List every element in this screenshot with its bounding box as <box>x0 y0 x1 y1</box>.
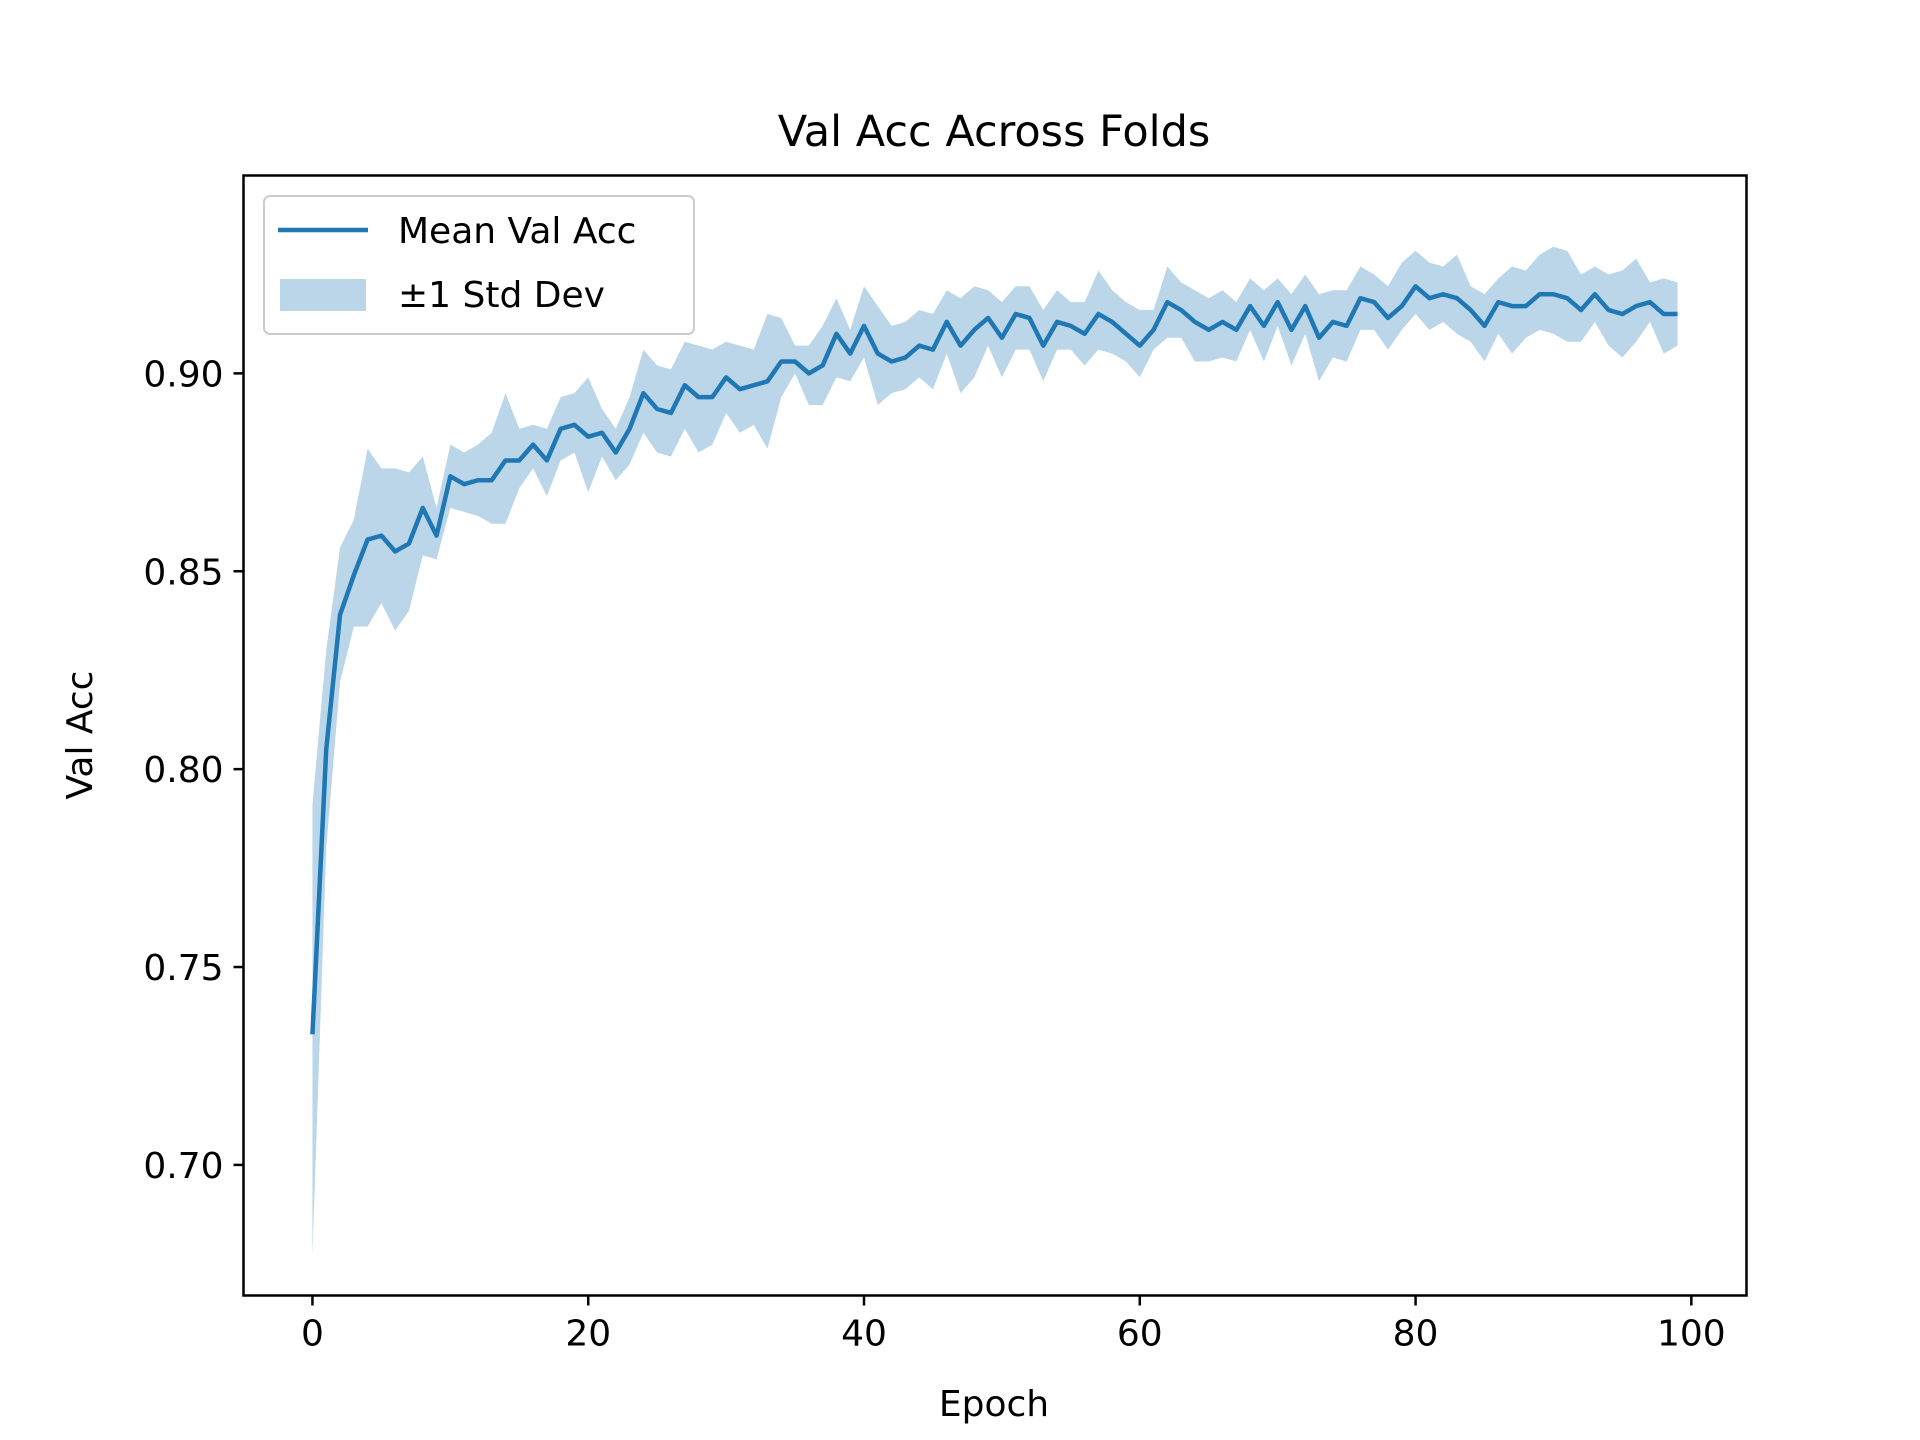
chart-title: Val Acc Across Folds <box>778 107 1211 157</box>
legend-label-std: ±1 Std Dev <box>398 275 605 316</box>
x-tick-label: 40 <box>841 1314 887 1355</box>
legend-label-mean: Mean Val Acc <box>398 211 636 252</box>
x-axis-label: Epoch <box>939 1384 1049 1425</box>
x-axis-ticks: 0 20 40 60 80 100 <box>301 1295 1726 1355</box>
y-tick-label: 0.70 <box>143 1146 223 1187</box>
y-tick-label: 0.85 <box>143 552 223 593</box>
x-tick-label: 80 <box>1393 1314 1439 1355</box>
plot-frame <box>242 174 1748 1297</box>
y-tick-label: 0.90 <box>143 354 223 395</box>
legend-box <box>263 195 695 335</box>
x-tick-label: 100 <box>1657 1314 1726 1355</box>
x-tick-label: 60 <box>1117 1314 1163 1355</box>
y-axis-ticks: 0.70 0.75 0.80 0.85 0.90 <box>143 354 244 1187</box>
legend-band-swatch <box>280 279 366 311</box>
mean-val-acc-line <box>310 284 1678 1035</box>
x-tick-label: 0 <box>301 1314 324 1355</box>
y-tick-label: 0.75 <box>143 948 223 989</box>
x-tick-label: 20 <box>565 1314 611 1355</box>
plot-area <box>310 246 1678 1256</box>
y-tick-label: 0.80 <box>143 750 223 791</box>
legend: Mean Val Acc ±1 Std Dev <box>263 195 695 335</box>
y-axis-label: Val Acc <box>60 671 101 800</box>
